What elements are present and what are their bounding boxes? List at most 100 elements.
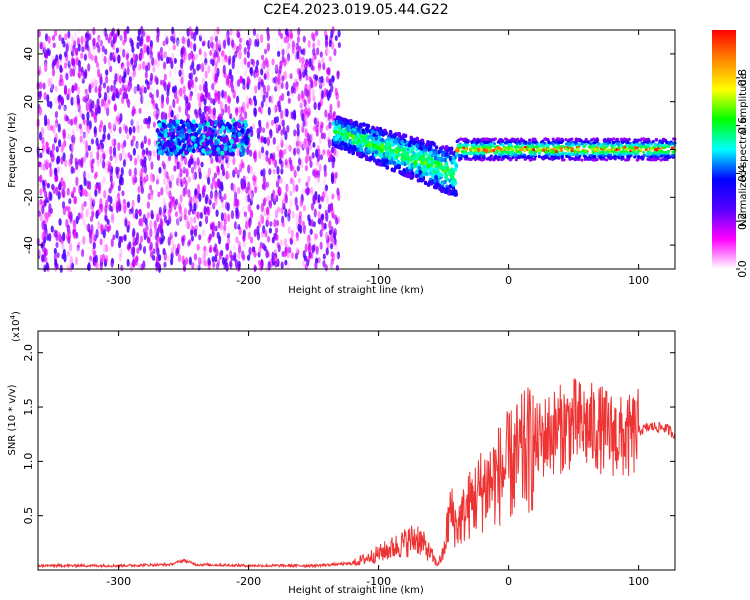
- spectrogram-cell: [294, 196, 298, 207]
- spectrogram-cell: [94, 254, 98, 264]
- spectrogram-cell: [163, 177, 167, 185]
- spectrogram-cell: [194, 132, 199, 138]
- spectrogram-cell: [521, 139, 526, 143]
- spectrogram-cell: [181, 236, 185, 247]
- spectrogram-cell: [167, 236, 171, 246]
- spectrogram-cell: [288, 144, 292, 152]
- spectrogram-cell: [249, 197, 253, 206]
- spectrogram-cell: [187, 146, 192, 152]
- spectrogram-cell: [325, 124, 329, 131]
- spectrogram-cell: [150, 161, 154, 170]
- spectrogram-cell: [179, 178, 183, 185]
- spectrogram-cell: [311, 244, 315, 254]
- spectrogram-cell: [85, 150, 89, 158]
- spectrogram-cell: [251, 185, 255, 191]
- spectrogram-cell: [52, 42, 56, 49]
- spectrogram-cell: [543, 156, 548, 160]
- spectrogram-cell: [175, 96, 180, 105]
- spectrogram-cell: [188, 239, 192, 246]
- spectrogram-cell: [277, 50, 281, 58]
- spectrogram-cell: [303, 99, 307, 108]
- spectrogram-cell: [126, 47, 130, 55]
- spectrogram-cell: [328, 121, 332, 129]
- spectrogram-cell: [299, 153, 303, 161]
- spectrogram-cell: [243, 69, 247, 78]
- spectrogram-cell: [274, 227, 279, 234]
- spectrogram-cell: [246, 30, 251, 41]
- spectrogram-cell: [494, 150, 499, 155]
- spectrogram-cell: [580, 158, 584, 162]
- spectrogram-cell: [169, 118, 174, 124]
- spectrogram-cell: [96, 98, 100, 107]
- spectrogram-cell: [145, 147, 149, 156]
- spectrogram-cell: [533, 152, 537, 157]
- spectrogram-cell: [55, 145, 59, 153]
- spectrogram-cell: [77, 27, 82, 35]
- spectrogram-cell: [268, 227, 272, 234]
- spectrogram-cell: [105, 170, 109, 178]
- spectrogram-cell: [178, 162, 182, 170]
- spectrogram-cell: [542, 144, 546, 148]
- spectrogram-cell: [306, 104, 311, 113]
- spectrogram-cell: [465, 154, 469, 159]
- spectrogram-cell: [91, 199, 96, 207]
- spectrogram-cell: [205, 247, 209, 256]
- spectrogram-cell: [249, 149, 253, 157]
- spectrogram-cell: [97, 220, 101, 230]
- spectrogram-cell: [648, 143, 652, 147]
- spectrogram-cell: [56, 156, 60, 164]
- spectrogram-cell: [134, 176, 138, 184]
- spectrogram-cell: [470, 140, 474, 144]
- spectrogram-cell: [512, 153, 516, 157]
- spectrogram-cell: [415, 169, 419, 175]
- spectrogram-cell: [49, 43, 53, 52]
- spectrogram-cell: [204, 57, 208, 66]
- spectrogram-cell: [268, 157, 272, 166]
- spectrogram-cell: [102, 153, 106, 159]
- spectrogram-cell: [401, 147, 406, 152]
- spectrogram-cell: [64, 33, 68, 41]
- spectrogram-cell: [173, 57, 177, 64]
- spectrogram-cell: [171, 174, 175, 182]
- spectrogram-cell: [177, 202, 182, 211]
- spectrogram-cell: [123, 92, 127, 99]
- spectrogram-cell: [158, 254, 162, 262]
- spectrogram-cell: [319, 229, 323, 238]
- spectrogram-cell: [296, 170, 300, 177]
- spectrogram-cell: [418, 142, 423, 147]
- spectrogram-cell: [279, 135, 283, 144]
- spectrogram-cell: [198, 123, 203, 129]
- spectrogram-cell: [194, 84, 198, 93]
- spectrogram-cell: [460, 154, 464, 158]
- spectrogram-cell: [644, 148, 648, 152]
- spectrogram-cell: [128, 241, 132, 250]
- spectrogram-cell: [259, 262, 263, 272]
- spectrogram-cell: [172, 121, 177, 127]
- spectrogram-cell: [187, 136, 192, 142]
- spectrogram-cell: [215, 263, 219, 273]
- spectrogram-cell: [450, 170, 455, 175]
- spectrogram-cell: [149, 53, 153, 61]
- spectrogram-cell: [87, 172, 91, 180]
- spectrogram-cell: [441, 145, 445, 150]
- spectrogram-cell: [279, 239, 283, 247]
- spectrogram-cell: [65, 218, 69, 228]
- spectrogram-cell: [370, 129, 375, 134]
- spectrogram-cell: [143, 118, 147, 125]
- spectrogram-cell: [160, 237, 164, 245]
- spectrogram-cell: [266, 42, 271, 52]
- spectrogram-cell: [450, 189, 455, 195]
- spectrogram-cell: [178, 69, 182, 77]
- spectrogram-cell: [553, 155, 557, 159]
- spectrogram-cell: [136, 247, 140, 255]
- spectrogram-cell: [196, 129, 201, 135]
- spectrogram-cell: [254, 85, 258, 94]
- spectrogram-cell: [320, 75, 324, 84]
- spectrogram-cell: [184, 180, 188, 188]
- spectrogram-cell: [67, 230, 72, 241]
- spectrogram-cell: [78, 123, 82, 130]
- spectrogram-cell: [365, 139, 370, 144]
- spectrogram-cell: [315, 68, 319, 76]
- spectrogram-cell: [72, 231, 77, 240]
- spectrogram-cell: [108, 187, 112, 194]
